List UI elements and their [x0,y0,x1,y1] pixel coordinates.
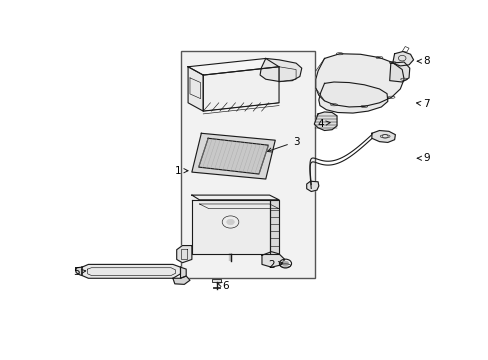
Text: 6: 6 [217,281,229,291]
Circle shape [226,219,234,225]
Polygon shape [389,62,409,82]
Text: 2: 2 [267,260,282,270]
Polygon shape [314,112,336,131]
Polygon shape [203,67,279,111]
Bar [211,279,221,282]
Polygon shape [173,276,189,284]
Polygon shape [176,246,191,263]
Polygon shape [260,58,301,81]
Polygon shape [198,138,268,174]
Polygon shape [315,54,403,107]
Text: 3: 3 [267,136,299,152]
Polygon shape [306,181,318,192]
Polygon shape [392,51,413,66]
Circle shape [282,261,288,266]
Polygon shape [269,200,279,254]
Text: 5: 5 [73,267,85,277]
Polygon shape [75,267,82,275]
Polygon shape [191,200,269,254]
Polygon shape [262,252,284,267]
Polygon shape [188,67,203,111]
Polygon shape [82,264,180,278]
Polygon shape [191,133,275,179]
Polygon shape [191,195,279,200]
Text: 4: 4 [317,118,329,129]
Text: 9: 9 [417,153,429,163]
Polygon shape [371,131,395,143]
Polygon shape [318,82,387,113]
Text: 8: 8 [417,56,429,66]
Bar [180,51,314,278]
Polygon shape [188,58,279,75]
Text: 7: 7 [416,99,429,109]
Text: 1: 1 [174,166,187,176]
Polygon shape [180,267,186,278]
